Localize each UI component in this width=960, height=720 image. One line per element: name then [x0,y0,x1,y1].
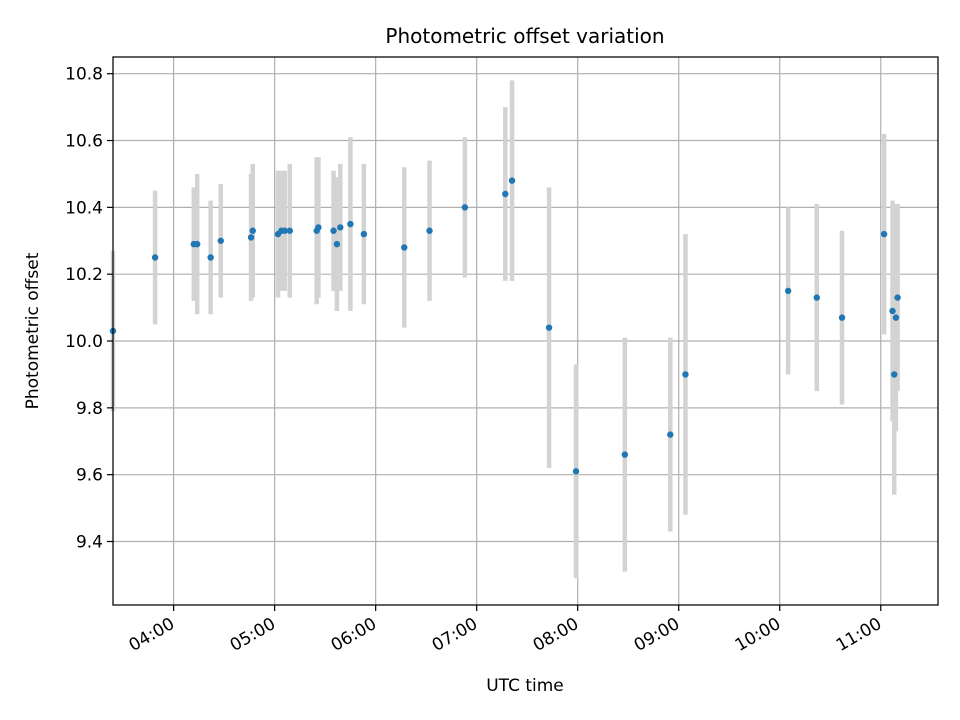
data-points [109,177,901,475]
grid-lines [113,57,938,605]
data-point [572,468,580,475]
x-axis-label: UTC time [486,676,564,696]
y-tick-label: 10.6 [65,132,103,152]
data-point [281,227,288,234]
data-point [461,204,469,211]
data-point [249,227,256,234]
data-point [347,220,354,228]
data-point [426,227,433,234]
y-tick-label: 10.4 [65,198,103,218]
data-point [892,314,900,321]
data-point [889,307,896,315]
y-tick-label: 9.8 [76,399,103,419]
data-point [502,190,509,198]
data-point [333,240,341,248]
data-point [880,230,888,238]
data-point [247,234,255,241]
y-tick-label: 10.2 [65,265,103,285]
chart-title: Photometric offset variation [385,24,664,48]
data-point [545,324,553,331]
data-point [193,240,201,248]
y-tick-label: 9.4 [76,533,103,553]
data-point [682,371,689,378]
plot-frame [112,56,939,606]
y-tick-label: 10.0 [65,332,103,352]
y-tick-label: 10.8 [65,65,103,85]
data-point [330,227,337,234]
data-point [891,371,898,378]
data-point [151,254,159,261]
y-tick-label: 9.6 [76,466,103,486]
data-point [621,451,629,458]
data-point [784,287,792,295]
data-point [813,294,820,301]
data-point [894,294,901,301]
y-axis-label: Photometric offset [23,252,43,409]
data-point [667,431,674,438]
data-point [207,254,214,261]
data-point [360,230,368,238]
data-point [508,177,516,184]
data-point [286,227,293,234]
y-axis-ticks: 9.4 9.6 9.8 10.0 10.2 10.4 10.6 10.8 [65,65,113,553]
data-point [401,244,408,251]
data-point [337,224,344,231]
data-point [315,224,322,231]
data-point [838,314,846,321]
data-point [217,237,224,244]
